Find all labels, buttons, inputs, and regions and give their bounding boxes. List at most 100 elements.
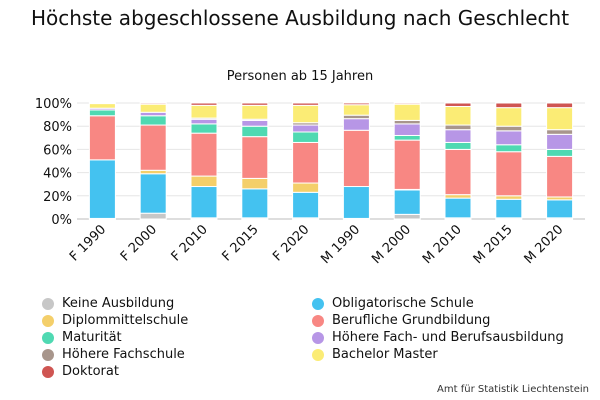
bar-segment [292,131,320,143]
bar-segment [139,111,167,117]
bar-segment [139,173,167,214]
bar-segment [190,102,218,106]
source-credit: Amt für Statistik Liechtenstein [437,384,589,395]
x-axis-ticks: F 1990 F 2000 F 2010 F 2015 F 2020 M 1990 M 20… [67,222,566,267]
x-tick-label: M 2020 [522,222,567,267]
x-tick-label: M 2000 [369,222,414,267]
bar-segment [393,119,421,125]
bar-segment [292,104,320,124]
bar-segment [393,123,421,136]
y-axis-ticks: 0% 20% 40% 60% 80% 100% [35,97,72,228]
bar-segment [292,191,320,219]
bar-segment [342,118,370,131]
bar-stack [139,102,167,220]
bar-segment [546,148,574,157]
bar-segment [342,114,370,120]
x-tick-label: F 2020 [270,222,312,264]
bar-segment [139,124,167,171]
bar-segment [444,129,472,143]
bar-segment [495,144,523,153]
bar-segment [88,115,116,161]
bar-segment [444,105,472,126]
bars [88,102,574,220]
bar-segment [88,159,116,219]
chart-title: Höchste abgeschlossene Ausbildung nach G… [30,6,570,30]
bar-segment [444,148,472,196]
bar-stack [444,102,472,220]
x-tick-label: M 1990 [318,222,363,267]
bar-segment [139,102,167,105]
x-tick-label: M 2015 [471,222,516,267]
bar-segment [546,102,574,109]
bar-segment [393,102,421,105]
bar-segment [444,197,472,219]
bar-segment [444,141,472,150]
bar-segment [139,169,167,175]
bar-segment [546,155,574,198]
bar-segment [393,139,421,190]
bar-segment [393,103,421,121]
x-tick-label: F 2015 [219,222,261,264]
bar-segment [190,175,218,188]
bar-stack [342,102,370,220]
bar-stack [292,102,320,220]
bar-segment [495,198,523,219]
x-tick-label: F 1990 [67,222,109,264]
bar-segment [241,177,269,190]
bar-segment [139,115,167,126]
bar-segment [190,186,218,219]
bar-stack [241,102,269,220]
bar-segment [88,102,116,105]
bar-segment [444,194,472,199]
bar-segment [393,213,421,220]
y-tick-label: 40% [43,167,72,182]
bar-segment [190,104,218,119]
bar-segment [393,189,421,215]
bar-segment [495,195,523,200]
bar-segment [88,109,116,117]
bar-stack [393,102,421,220]
bar-stack [546,102,574,220]
bar-segment [241,125,269,138]
bar-segment [241,102,269,106]
bar-segment [342,186,370,219]
y-tick-label: 60% [43,143,72,158]
bar-segment [190,118,218,125]
bar-stack [190,102,218,220]
bar-segment [342,104,370,116]
bar-segment [495,125,523,132]
x-tick-label: F 2000 [118,222,160,264]
bar-segment [88,103,116,109]
bar-segment [393,134,421,141]
bar-segment [292,182,320,193]
chart-subtitle: Personen ab 15 Jahren [226,69,374,84]
x-tick-label: F 2010 [169,222,211,264]
bar-segment [241,136,269,179]
bar-segment [292,102,320,106]
bar-segment [444,124,472,131]
bar-segment [546,199,574,219]
bar-segment [444,102,472,107]
bar-segment [241,188,269,219]
bar-segment [495,130,523,146]
y-tick-label: 0% [51,213,72,228]
bar-segment [342,129,370,188]
bar-stack [495,102,523,220]
bar-segment [292,141,320,184]
bar-segment [495,102,523,109]
bar-segment [139,212,167,220]
bar-segment [139,103,167,113]
bar-segment [241,119,269,127]
bar-segment [190,123,218,134]
x-tick-label: M 2010 [420,222,465,267]
y-tick-label: 80% [43,120,72,135]
bar-segment [342,102,370,106]
y-tick-label: 20% [43,190,72,205]
bar-segment [292,124,320,133]
bar-segment [495,107,523,127]
bar-segment [546,107,574,131]
bar-segment [495,151,523,197]
bar-segment [190,132,218,177]
bar-stack [88,102,116,220]
